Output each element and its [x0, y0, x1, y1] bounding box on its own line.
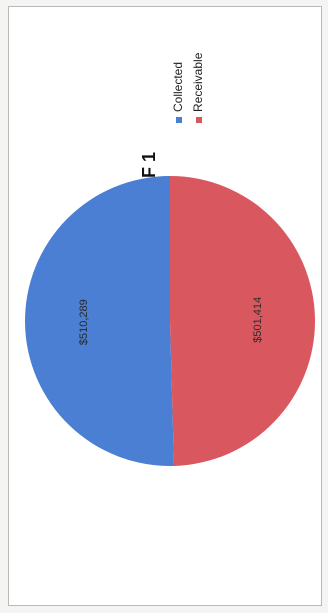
- legend-label-receivable: Receivable: [191, 52, 205, 112]
- data-label-receivable: $501,414: [252, 297, 264, 343]
- chart-legend: Collected Receivable: [171, 52, 205, 123]
- legend-swatch-collected: [176, 117, 182, 123]
- legend-swatch-receivable: [196, 117, 202, 123]
- data-label-collected: $510,289: [78, 299, 90, 345]
- pie-slice-collected: [25, 176, 174, 466]
- legend-label-collected: Collected: [171, 62, 185, 112]
- pie-slices: $510,289 $501,414: [25, 176, 315, 466]
- pie-slice-receivable: [170, 176, 315, 466]
